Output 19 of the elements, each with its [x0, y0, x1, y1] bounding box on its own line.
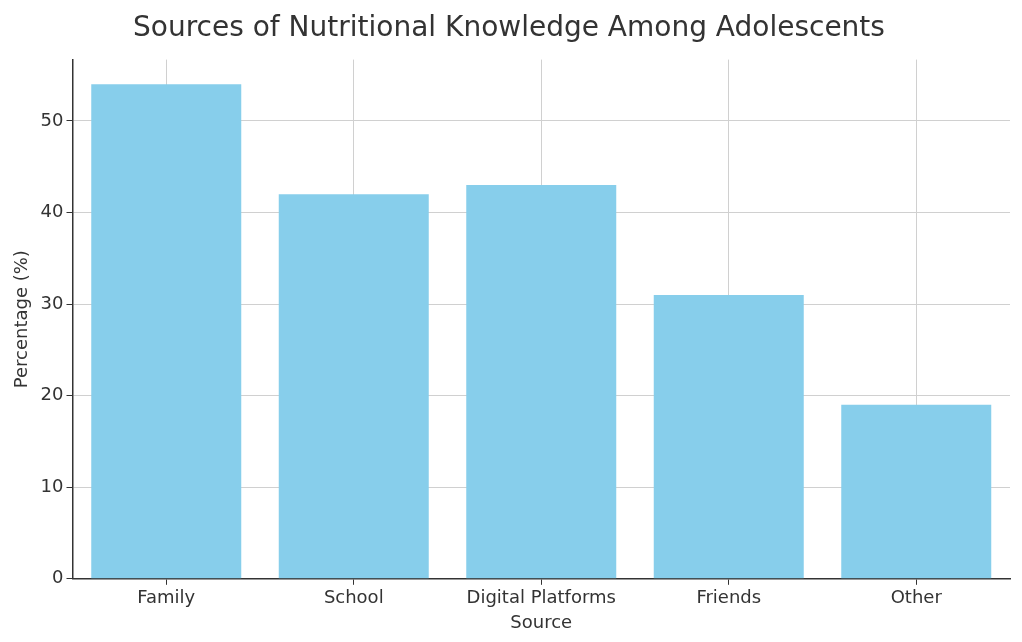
x-tick-label: School: [323, 586, 384, 608]
x-tick-label: Friends: [696, 586, 762, 608]
x-tick-label: Digital Platforms: [466, 586, 616, 608]
y-tick-label: 10: [40, 474, 64, 496]
chart-title: Sources of Nutritional Knowledge Among Adolescents: [133, 10, 885, 44]
y-tick-label: 50: [40, 108, 64, 130]
y-tick-label: 30: [40, 291, 64, 313]
x-axis-title: Source: [510, 610, 573, 632]
x-tick-label: Other: [890, 586, 943, 608]
bar: [278, 194, 429, 579]
bar: [653, 294, 804, 579]
bar: [841, 404, 992, 579]
y-axis-title: Percentage (%): [10, 250, 32, 389]
y-tick-label: 20: [40, 383, 64, 405]
bar: [466, 185, 617, 579]
bar: [91, 84, 242, 579]
x-tick-label: Family: [137, 586, 196, 608]
y-tick-label: 0: [52, 566, 64, 588]
y-tick-label: 40: [40, 200, 64, 222]
